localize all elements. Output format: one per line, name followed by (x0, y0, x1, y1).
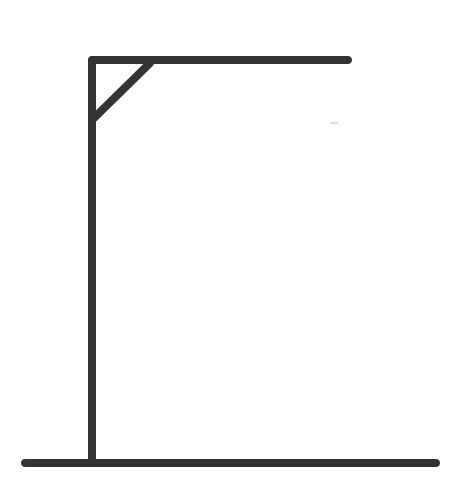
gallows-brace (89, 59, 154, 123)
